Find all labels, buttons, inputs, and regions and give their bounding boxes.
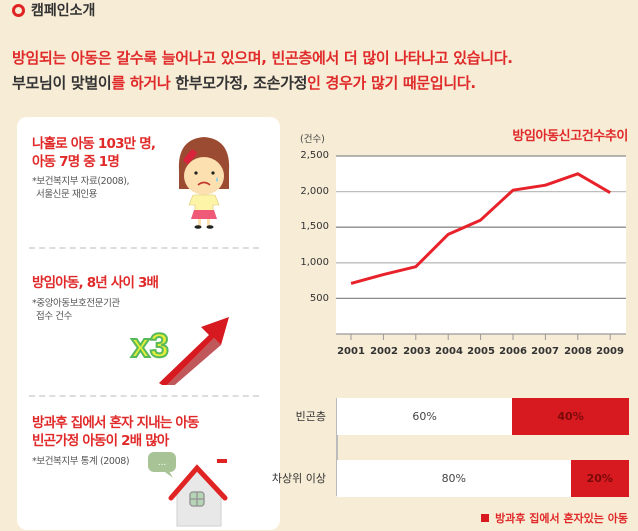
headline-segment: 를 하거나 — [111, 74, 176, 92]
headline-line-2: 부모님이 맞벌이를 하거나 한부모가정, 조손가정인 경우가 많기 때문입니다. — [12, 71, 513, 96]
line-chart-svg — [336, 155, 626, 340]
headline-segment: 인 경우가 많기 때문입니다. — [307, 74, 476, 92]
bar-segment-other: 80% — [337, 460, 571, 497]
stat-title-line: 빈곤가정 아동이 2배 많아 — [32, 433, 169, 449]
stat-title-line: 방임아동, 8년 사이 3배 — [32, 275, 159, 291]
y-tick: 500 — [309, 293, 329, 304]
y-axis-unit: (건수) — [300, 134, 325, 145]
crying-girl-icon — [178, 137, 230, 229]
x3-growth-arrow-icon: x3 — [130, 317, 229, 385]
stat-3-title: 방과후 집에서 혼자 지내는 아동 빈곤가정 아동이 2배 많아 — [32, 414, 199, 450]
x-tick: 2004 — [435, 346, 463, 357]
headline: 방임되는 아동은 갈수록 늘어나고 있으며, 빈곤층에서 더 많이 나타나고 있… — [12, 46, 513, 96]
y-tick: 2,000 — [300, 186, 329, 197]
legend-square-icon — [481, 514, 490, 522]
x-tick: 2008 — [564, 346, 592, 357]
stat-2-title: 방임아동, 8년 사이 3배 — [32, 274, 159, 292]
dashed-divider — [29, 247, 259, 249]
stats-card: 나홀로 아동 103만 명, 아동 7명 중 1명 *보건복지부 자료(2008… — [17, 117, 280, 530]
headline-line-1: 방임되는 아동은 갈수록 늘어나고 있으며, 빈곤층에서 더 많이 나타나고 있… — [12, 49, 513, 67]
stat-note-line: *보건복지부 자료(2008), — [32, 176, 130, 187]
x-tick: 2006 — [499, 346, 527, 357]
stat-3-note: *보건복지부 통계 (2008) — [32, 455, 130, 468]
dashed-divider — [29, 395, 259, 397]
stat-note-line: *중앙아동보호전문기관 — [32, 298, 120, 309]
bar-axis — [336, 398, 338, 496]
bar-segment-alone: 40% — [512, 398, 629, 435]
x-tick: 2009 — [596, 346, 624, 357]
bar-row-poverty: 60% 40% — [337, 398, 629, 435]
stat-note-line: *보건복지부 통계 (2008) — [32, 456, 130, 467]
bar-segment-other: 60% — [337, 398, 513, 435]
svg-text:...: ... — [158, 457, 166, 468]
circle-bullet-icon — [12, 3, 25, 17]
bar-row-above-near-poverty: 80% 20% — [337, 460, 629, 497]
x-tick: 2007 — [531, 346, 559, 357]
line-chart-plot-area — [336, 155, 626, 340]
y-tick: 1,000 — [300, 257, 329, 268]
y-tick: 1,500 — [300, 221, 329, 232]
x-tick: 2005 — [467, 346, 495, 357]
headline-segment: 부모님이 맞벌이 — [12, 74, 112, 92]
stat-title-line: 아동 7명 중 1명 — [32, 154, 120, 170]
stat-title-line: 방과후 집에서 혼자 지내는 아동 — [32, 415, 199, 431]
svg-text:x3: x3 — [131, 327, 169, 365]
bar-category-label: 차상위 이상 — [271, 472, 326, 485]
line-chart-title: 방임아동신고건수추이 — [512, 129, 628, 144]
line-series — [350, 172, 611, 285]
stat-note-line: 서울신문 재인용 — [36, 189, 97, 200]
x-tick: 2001 — [337, 346, 365, 357]
house-with-speech-bubble-icon: ... — [148, 452, 228, 527]
headline-segment: 한부모가정, 조손가정 — [175, 74, 308, 92]
stat-note-line: 접수 건수 — [36, 311, 72, 322]
stat-1-title: 나홀로 아동 103만 명, 아동 7명 중 1명 — [32, 135, 156, 171]
stat-title-line: 나홀로 아동 103만 명, — [32, 136, 156, 152]
x-tick: 2002 — [370, 346, 398, 357]
bar-legend: 방과후 집에서 혼자있는 아동 — [481, 510, 628, 526]
section-title: 캠페인소개 — [12, 0, 95, 20]
section-title-text: 캠페인소개 — [31, 3, 96, 19]
bar-segment-alone: 20% — [570, 460, 629, 497]
stat-1-note: *보건복지부 자료(2008), 서울신문 재인용 — [32, 175, 130, 201]
y-tick: 2,500 — [300, 150, 329, 161]
bar-category-label: 빈곤층 — [295, 410, 326, 423]
stat-2-note: *중앙아동보호전문기관 접수 건수 — [32, 297, 120, 323]
legend-label: 방과후 집에서 혼자있는 아동 — [495, 512, 628, 525]
x-tick: 2003 — [403, 346, 431, 357]
